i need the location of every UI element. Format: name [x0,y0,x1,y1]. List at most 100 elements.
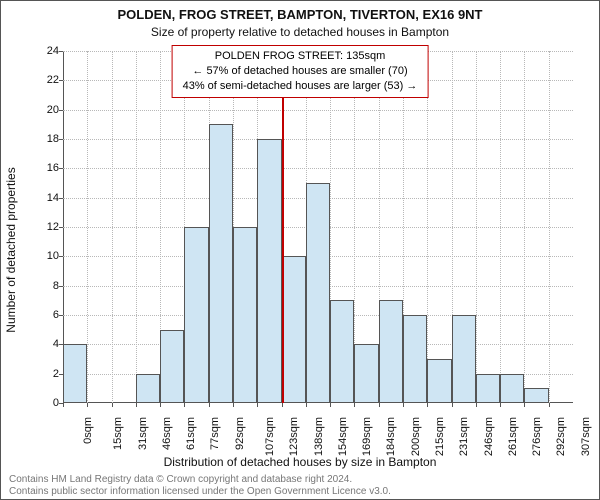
xtick-label: 92sqm [234,417,246,450]
xtick-mark [87,403,88,407]
ytick-label: 12 [39,221,59,233]
xtick-label: 77sqm [209,417,221,450]
xtick-mark [403,403,404,407]
gridline-v [427,51,428,403]
xtick-label: 61sqm [185,417,197,450]
xtick-label: 107sqm [264,417,276,456]
annotation-box: POLDEN FROG STREET: 135sqm ← 57% of deta… [172,45,429,98]
xtick-mark [379,403,380,407]
xtick-mark [63,403,64,407]
xtick-label: 46sqm [161,417,173,450]
xtick-mark [282,403,283,407]
ytick-mark [59,198,63,199]
xtick-label: 292sqm [556,417,568,456]
reference-line [282,51,284,403]
xtick-label: 31sqm [137,417,149,450]
histogram-bar [63,344,87,403]
xtick-mark [476,403,477,407]
histogram-bar [500,374,524,403]
annotation-line1: POLDEN FROG STREET: 135sqm [183,49,418,64]
footer-line1: Contains HM Land Registry data © Crown c… [9,474,352,485]
ytick-label: 20 [39,104,59,116]
ytick-mark [59,51,63,52]
histogram-bar [233,227,257,403]
chart-container: POLDEN, FROG STREET, BAMPTON, TIVERTON, … [0,0,600,500]
ytick-mark [59,315,63,316]
histogram-bar [379,300,403,403]
gridline-v [549,51,550,403]
ytick-label: 2 [39,368,59,380]
xtick-mark [233,403,234,407]
histogram-bar [330,300,354,403]
ytick-label: 0 [39,397,59,409]
xtick-label: 231sqm [458,417,470,456]
gridline-v [87,51,88,403]
ytick-mark [59,168,63,169]
ytick-label: 10 [39,250,59,262]
x-axis-label: Distribution of detached houses by size … [1,455,599,469]
footer-line2: Contains public sector information licen… [9,486,391,497]
gridline-v [524,51,525,403]
gridline-h [63,110,573,111]
xtick-mark [354,403,355,407]
histogram-bar [476,374,500,403]
xtick-label: 307sqm [580,417,592,456]
histogram-bar [160,330,184,403]
histogram-bar [136,374,160,403]
xtick-mark [500,403,501,407]
xtick-mark [524,403,525,407]
xtick-label: 261sqm [507,417,519,456]
annotation-line2: ← 57% of detached houses are smaller (70… [183,64,418,79]
xtick-mark [330,403,331,407]
xtick-label: 184sqm [386,417,398,456]
gridline-v [112,51,113,403]
histogram-bar [427,359,451,403]
xtick-mark [112,403,113,407]
gridline-v [136,51,137,403]
xtick-mark [257,403,258,407]
xtick-mark [549,403,550,407]
ytick-label: 4 [39,338,59,350]
xtick-mark [184,403,185,407]
gridline-v [476,51,477,403]
xtick-mark [160,403,161,407]
histogram-bar [452,315,476,403]
xtick-label: 15sqm [112,417,124,450]
gridline-v [500,51,501,403]
plot-area [63,51,573,403]
ytick-mark [59,256,63,257]
xtick-label: 215sqm [434,417,446,456]
ytick-mark [59,139,63,140]
histogram-bar [209,124,233,403]
xtick-mark [452,403,453,407]
ytick-mark [59,110,63,111]
gridline-h [63,168,573,169]
xtick-label: 123sqm [288,417,300,456]
ytick-label: 18 [39,133,59,145]
xtick-mark [209,403,210,407]
ytick-label: 22 [39,74,59,86]
xtick-label: 138sqm [313,417,325,456]
ytick-label: 16 [39,162,59,174]
ytick-mark [59,286,63,287]
y-axis-label: Number of detached properties [4,167,18,332]
xtick-label: 169sqm [361,417,373,456]
chart-title-line1: POLDEN, FROG STREET, BAMPTON, TIVERTON, … [1,7,599,22]
ytick-label: 8 [39,280,59,292]
xtick-label: 276sqm [531,417,543,456]
annotation-line3: 43% of semi-detached houses are larger (… [183,79,418,94]
histogram-bar [354,344,378,403]
xtick-label: 200sqm [410,417,422,456]
chart-title-line2: Size of property relative to detached ho… [1,25,599,39]
xtick-mark [306,403,307,407]
histogram-bar [257,139,281,403]
xtick-label: 0sqm [82,417,94,444]
ytick-label: 6 [39,309,59,321]
ytick-label: 24 [39,45,59,57]
histogram-bar [403,315,427,403]
xtick-label: 246sqm [483,417,495,456]
ytick-label: 14 [39,192,59,204]
histogram-bar [524,388,548,403]
ytick-mark [59,80,63,81]
ytick-mark [59,227,63,228]
